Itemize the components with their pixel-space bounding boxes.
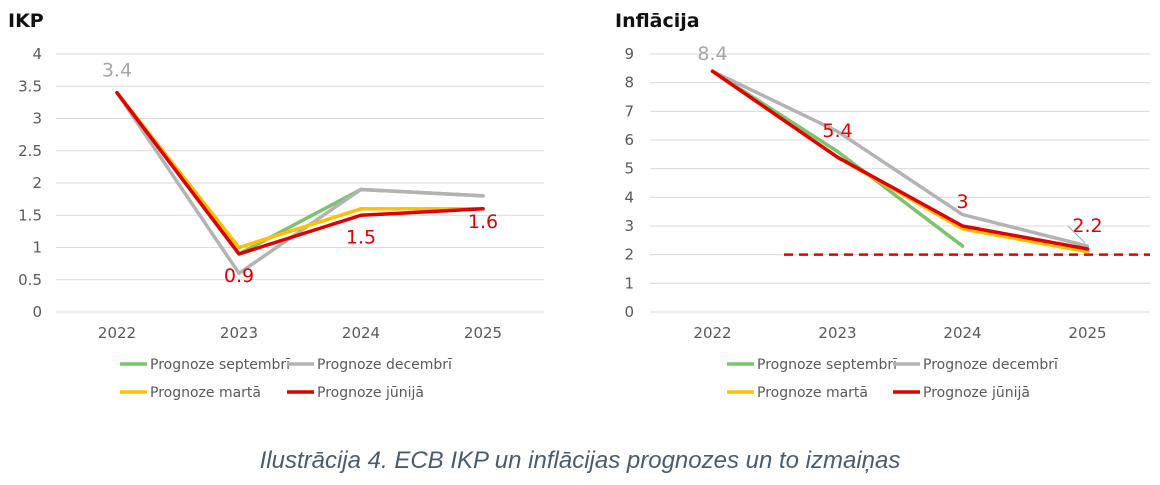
data-point bbox=[115, 91, 119, 95]
data-point bbox=[835, 149, 840, 154]
data-point bbox=[960, 224, 965, 228]
y-tick-label: 1 bbox=[32, 239, 42, 257]
y-tick-label: 0 bbox=[624, 303, 634, 321]
y-tick-label: 5 bbox=[624, 160, 634, 178]
y-tick-label: 2.5 bbox=[18, 142, 42, 160]
y-tick-label: 8 bbox=[624, 74, 634, 92]
data-point bbox=[481, 207, 485, 211]
x-tick-label: 2025 bbox=[464, 324, 502, 342]
data-label: 3 bbox=[956, 191, 968, 213]
series-line-3 bbox=[115, 90, 485, 250]
legend-label: Prognoze septembrī bbox=[757, 357, 897, 373]
legend-label: Prognoze decembrī bbox=[923, 357, 1058, 373]
data-label: 3.4 bbox=[102, 60, 132, 82]
y-tick-label: 3.5 bbox=[18, 77, 42, 95]
data-point bbox=[359, 187, 363, 192]
series-line-2 bbox=[115, 90, 485, 276]
data-point bbox=[960, 212, 965, 217]
legend-label: Prognoze septembrī bbox=[150, 357, 290, 373]
y-tick-label: 3 bbox=[32, 110, 42, 128]
data-point bbox=[1085, 244, 1090, 248]
legend-label: Prognoze martā bbox=[757, 385, 868, 401]
data-point bbox=[710, 69, 715, 73]
data-label: 0.9 bbox=[224, 265, 254, 287]
data-point bbox=[359, 213, 363, 217]
y-tick-label: 7 bbox=[624, 102, 634, 120]
legend-label: Prognoze jūnijā bbox=[317, 385, 424, 401]
legend-label: Prognoze decembrī bbox=[317, 357, 452, 373]
y-tick-label: 9 bbox=[624, 45, 634, 63]
data-label: 8.4 bbox=[697, 43, 727, 65]
y-tick-label: 0 bbox=[32, 303, 42, 321]
data-label: 1.5 bbox=[346, 226, 376, 248]
y-tick-label: 3 bbox=[624, 217, 634, 235]
y-tick-label: 2 bbox=[624, 246, 634, 264]
data-label: 1.6 bbox=[468, 211, 498, 233]
series-line-4 bbox=[115, 90, 485, 256]
data-point bbox=[1085, 250, 1090, 254]
y-tick-label: 1.5 bbox=[18, 206, 42, 224]
x-tick-label: 2023 bbox=[818, 324, 856, 342]
data-label: 5.4 bbox=[822, 120, 852, 142]
data-point bbox=[481, 194, 485, 198]
figure-caption: Ilustrācija 4. ECB IKP un inflācijas pro… bbox=[259, 447, 901, 474]
chart-panel-2: Inflācija 0 1 2 3 4 5 6 7 8 9 2022 2023 2024 2025 8.4 5.… bbox=[615, 10, 1150, 401]
data-point bbox=[237, 252, 241, 256]
data-point bbox=[835, 155, 840, 159]
chart-title: IKP bbox=[8, 10, 44, 32]
data-label: 2.2 bbox=[1072, 215, 1102, 237]
y-tick-label: 4 bbox=[32, 45, 42, 63]
series-line-2 bbox=[710, 69, 1090, 248]
data-point bbox=[835, 129, 840, 133]
series-line-4 bbox=[710, 69, 1090, 251]
data-point bbox=[1085, 247, 1090, 251]
data-point bbox=[960, 227, 965, 231]
y-tick-label: 2 bbox=[32, 174, 42, 192]
y-tick-label: 4 bbox=[624, 188, 634, 206]
y-tick-label: 1 bbox=[624, 274, 634, 292]
y-tick-label: 6 bbox=[624, 131, 634, 149]
x-tick-label: 2025 bbox=[1068, 324, 1106, 342]
legend-label: Prognoze martā bbox=[150, 385, 261, 401]
legend-label: Prognoze jūnijā bbox=[923, 385, 1030, 401]
chart-panel-1: IKP 0 0.5 1 1.5 2 2.5 3 3.5 4 2022 2023 2024 2025 3.4 0… bbox=[8, 10, 544, 401]
x-tick-label: 2023 bbox=[220, 324, 258, 342]
x-tick-label: 2024 bbox=[342, 324, 380, 342]
data-point bbox=[960, 244, 965, 248]
data-point bbox=[359, 207, 363, 211]
x-tick-label: 2024 bbox=[943, 324, 981, 342]
x-tick-label: 2022 bbox=[98, 324, 136, 342]
y-tick-label: 0.5 bbox=[18, 271, 42, 289]
data-point bbox=[237, 271, 241, 275]
chart-title: Inflācija bbox=[615, 10, 700, 32]
x-tick-label: 2022 bbox=[693, 324, 731, 342]
data-label-leader bbox=[1067, 225, 1086, 244]
data-point bbox=[237, 245, 241, 250]
